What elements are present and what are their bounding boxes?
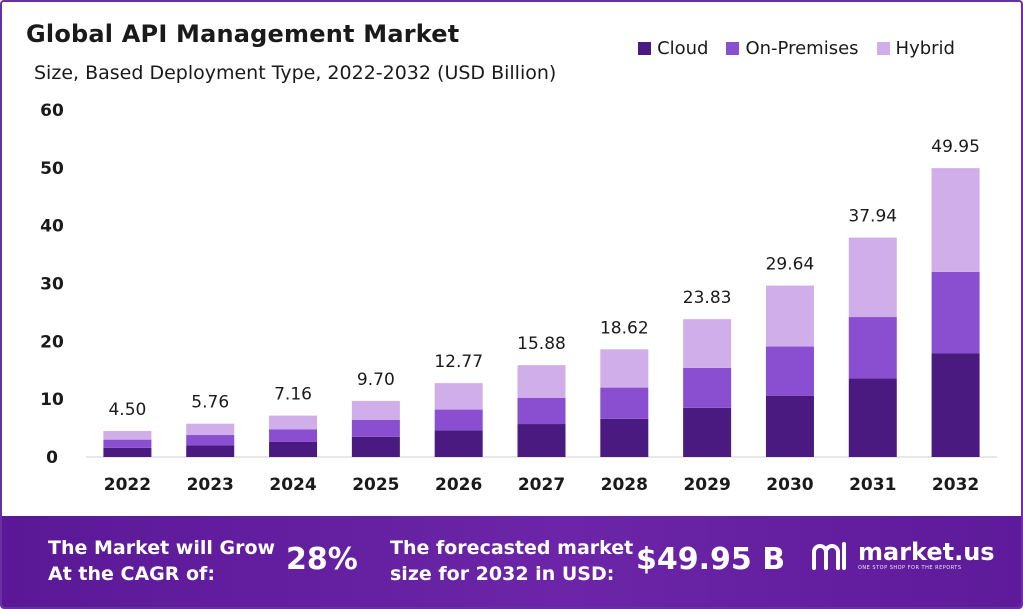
forecast-label: The forecasted market size for 2032 in U… — [390, 537, 634, 585]
bar-total-label: 4.50 — [108, 400, 146, 420]
chart-title: Global API Management Market — [26, 20, 460, 48]
bar-total-label: 37.94 — [848, 207, 897, 227]
y-tick-label: 30 — [40, 275, 64, 295]
bar-segment-cloud — [683, 407, 732, 457]
bar-segment-hybrid — [103, 430, 152, 440]
cagr-value: 28% — [286, 542, 358, 577]
legend-label-hybrid: Hybrid — [895, 38, 955, 59]
y-tick-label: 40 — [40, 217, 64, 237]
bar-segment-hybrid — [517, 365, 566, 399]
y-tick-label: 60 — [40, 101, 64, 121]
bar-segment-hybrid — [600, 349, 649, 388]
legend-item-cloud: Cloud — [638, 38, 708, 59]
bar-segment-cloud — [434, 430, 483, 457]
y-tick-label: 20 — [40, 332, 64, 352]
brand-icon — [812, 542, 846, 570]
forecast-value: $49.95 B — [636, 542, 786, 577]
brand-tagline: ONE STOP SHOP FOR THE REPORTS — [858, 565, 962, 571]
y-tick-label: 0 — [46, 448, 58, 468]
bar-segment-on-premises — [103, 439, 152, 448]
legend-label-on-premises: On-Premises — [745, 38, 859, 59]
bar-segment-cloud — [931, 353, 980, 457]
bar-segment-cloud — [186, 445, 235, 457]
legend-item-on-premises: On-Premises — [726, 38, 859, 59]
x-tick-label: 2026 — [435, 475, 482, 495]
bar-total-label: 9.70 — [357, 370, 395, 390]
bar-segment-hybrid — [351, 400, 400, 420]
bar-segment-cloud — [517, 424, 566, 457]
x-tick-label: 2029 — [683, 475, 730, 495]
chart-subtitle: Size, Based Deployment Type, 2022-2032 (… — [34, 62, 557, 84]
bar-segment-cloud — [103, 447, 152, 457]
bar-segment-hybrid — [931, 168, 980, 272]
bar-total-label: 49.95 — [931, 137, 980, 157]
bar-segment-hybrid — [434, 383, 483, 410]
bar-total-label: 12.77 — [434, 352, 483, 372]
x-tick-label: 2023 — [187, 475, 234, 495]
bar-segment-hybrid — [683, 319, 732, 368]
bar-segment-on-premises — [600, 387, 649, 419]
bar-total-label: 23.83 — [683, 288, 732, 308]
bar-segment-on-premises — [517, 398, 566, 425]
x-tick-label: 2027 — [518, 475, 565, 495]
bar-segment-cloud — [600, 418, 649, 457]
bar-segment-hybrid — [848, 237, 897, 318]
bar-total-label: 18.62 — [600, 318, 649, 338]
y-tick-label: 10 — [40, 390, 64, 410]
bar-segment-cloud — [269, 441, 318, 457]
bar-segment-on-premises — [269, 429, 318, 442]
bar-segment-on-premises — [683, 367, 732, 408]
x-tick-label: 2031 — [849, 475, 896, 495]
x-tick-label: 2022 — [104, 475, 151, 495]
bar-segment-cloud — [765, 395, 814, 457]
x-tick-label: 2024 — [269, 475, 316, 495]
x-tick-label: 2030 — [766, 475, 813, 495]
brand-name: market.us — [858, 538, 995, 566]
legend: Cloud On-Premises Hybrid — [638, 38, 955, 59]
bar-segment-on-premises — [765, 346, 814, 396]
legend-swatch-on-premises — [726, 42, 740, 55]
x-tick-label: 2032 — [932, 475, 979, 495]
bar-total-label: 5.76 — [191, 393, 229, 413]
bar-total-label: 15.88 — [517, 334, 566, 354]
bar-segment-hybrid — [186, 423, 235, 436]
bar-total-label: 7.16 — [274, 385, 312, 405]
bar-segment-hybrid — [765, 285, 814, 347]
legend-label-cloud: Cloud — [657, 38, 709, 59]
cagr-label: The Market will Grow At the CAGR of: — [48, 537, 276, 585]
x-tick-label: 2025 — [352, 475, 399, 495]
brand-logo: market.us ONE STOP SHOP FOR THE REPORTS — [810, 538, 995, 572]
bar-segment-on-premises — [351, 419, 400, 437]
legend-swatch-cloud — [638, 42, 652, 55]
y-tick-label: 50 — [40, 159, 64, 179]
bar-segment-on-premises — [931, 271, 980, 354]
bar-segment-cloud — [848, 378, 897, 457]
bar-total-label: 29.64 — [766, 255, 815, 275]
stacked-bar-chart: 01020304050604.5020225.7620237.1620249.7… — [40, 101, 997, 495]
legend-item-hybrid: Hybrid — [876, 38, 955, 59]
bar-segment-on-premises — [434, 409, 483, 431]
bar-segment-on-premises — [186, 435, 235, 446]
legend-swatch-hybrid — [876, 42, 890, 55]
footer-banner: The Market will Grow At the CAGR of: 28%… — [2, 516, 1021, 607]
bar-segment-on-premises — [848, 317, 897, 379]
bar-segment-hybrid — [269, 415, 318, 430]
bar-segment-cloud — [351, 436, 400, 457]
x-tick-label: 2028 — [601, 475, 648, 495]
